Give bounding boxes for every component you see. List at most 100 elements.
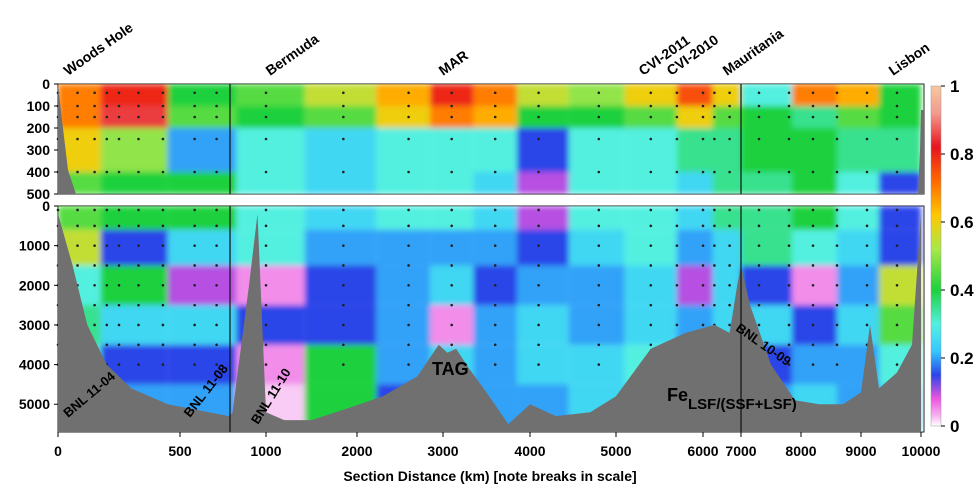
sample-point [117,244,121,247]
sample-point [342,170,345,174]
sample-point [117,343,121,347]
sample-point [342,264,345,267]
x-tick-label: 7000 [725,443,756,459]
heatmap-cell-bottom [837,229,879,266]
heatmap-cell-bottom [167,229,237,266]
coastline-woods-hole [58,84,76,194]
sample-point [537,224,540,228]
x-tick-label: 6000 [687,443,718,459]
heatmap-cell-top [792,106,837,128]
sample-point [895,283,899,287]
heatmap-cell-top [792,128,837,172]
variable-label-subscript: LSF/(SSF+LSF) [688,396,797,413]
heatmap-cell-top [376,128,431,172]
sample-point [597,137,601,141]
sample-point [117,323,121,327]
colorbar-tick-label: 0.2 [950,349,974,368]
sample-point [757,323,761,327]
x-tick-label: 500 [168,443,192,459]
heatmap-cell-top [304,84,377,106]
sample-point [117,170,121,174]
heatmap-cell-bottom [792,265,837,306]
sample-point [105,91,109,95]
heatmap-cell-top [879,106,921,128]
heatmap-cell-top [712,128,741,172]
sample-point [264,104,268,108]
sample-point [757,115,761,119]
heatmap-cell-bottom [236,265,305,306]
sample-point [407,244,410,247]
sample-point [493,303,497,307]
sample-point [649,208,653,212]
sample-point [76,244,79,247]
sample-point [713,115,716,119]
sample-point [713,264,716,267]
sample-point [597,363,601,366]
sample-point [137,363,140,366]
heatmap-cell-bottom [837,305,879,345]
heatmap-cell-bottom [473,206,517,230]
sample-point [537,208,540,212]
colorbar-tick-label: 1 [950,77,959,96]
heatmap-cell-bottom [568,265,625,306]
sample-point [117,91,121,95]
sample-point [757,104,761,108]
sample-point [895,115,899,119]
sample-point [493,137,497,141]
sample-point [215,323,218,327]
sample-point [811,115,815,119]
sample-point [137,224,140,228]
sample-point [701,264,705,267]
sample-point [787,208,791,212]
heatmap-cell-top [376,106,431,128]
sample-point [264,323,268,327]
heatmap-cell-top [568,106,625,128]
sample-point [105,244,109,247]
sample-point [76,137,79,141]
sample-point [93,244,96,247]
sample-point [215,363,218,366]
sample-point [713,208,716,212]
sample-point [865,323,869,327]
x-axis-label: Section Distance (km) [note breaks in sc… [343,468,636,484]
sample-point [649,104,653,108]
heatmap-cell-bottom [236,206,305,230]
sample-point [537,170,540,174]
sample-point [493,343,497,347]
sample-point [675,244,679,247]
sample-point [675,208,679,212]
sample-point [161,264,165,267]
sample-point [597,91,601,95]
sample-point [161,343,165,347]
sample-point [264,363,268,366]
sample-point [649,224,653,228]
sample-point [835,323,839,327]
heatmap-cell-top [473,128,517,172]
sample-point [407,343,410,347]
y-tick-label-bottom: 3000 [19,317,50,333]
heatmap-cell-top [236,106,305,128]
colorbar-tick-label: 0.4 [950,281,974,300]
sample-point [450,303,454,307]
heatmap-cell-top [568,172,625,194]
sample-point [264,303,268,307]
sample-point [757,244,761,247]
sample-point [865,115,869,119]
heatmap-cell-bottom [516,265,569,306]
x-tick-label: 1000 [250,443,281,459]
sample-point [537,264,540,267]
heatmap-cell-bottom [304,305,377,345]
sample-point [215,91,218,95]
heatmap-cell-bottom [792,344,837,385]
sample-point [675,115,679,119]
sample-point [93,208,96,212]
sample-point [597,208,601,212]
sample-point [193,363,196,366]
sample-point [264,283,268,287]
sample-point [835,283,839,287]
sample-point [811,363,815,366]
sample-point [811,303,815,307]
sample-point [537,137,540,141]
sample-point [117,283,121,287]
heatmap-cell-top [792,172,837,194]
